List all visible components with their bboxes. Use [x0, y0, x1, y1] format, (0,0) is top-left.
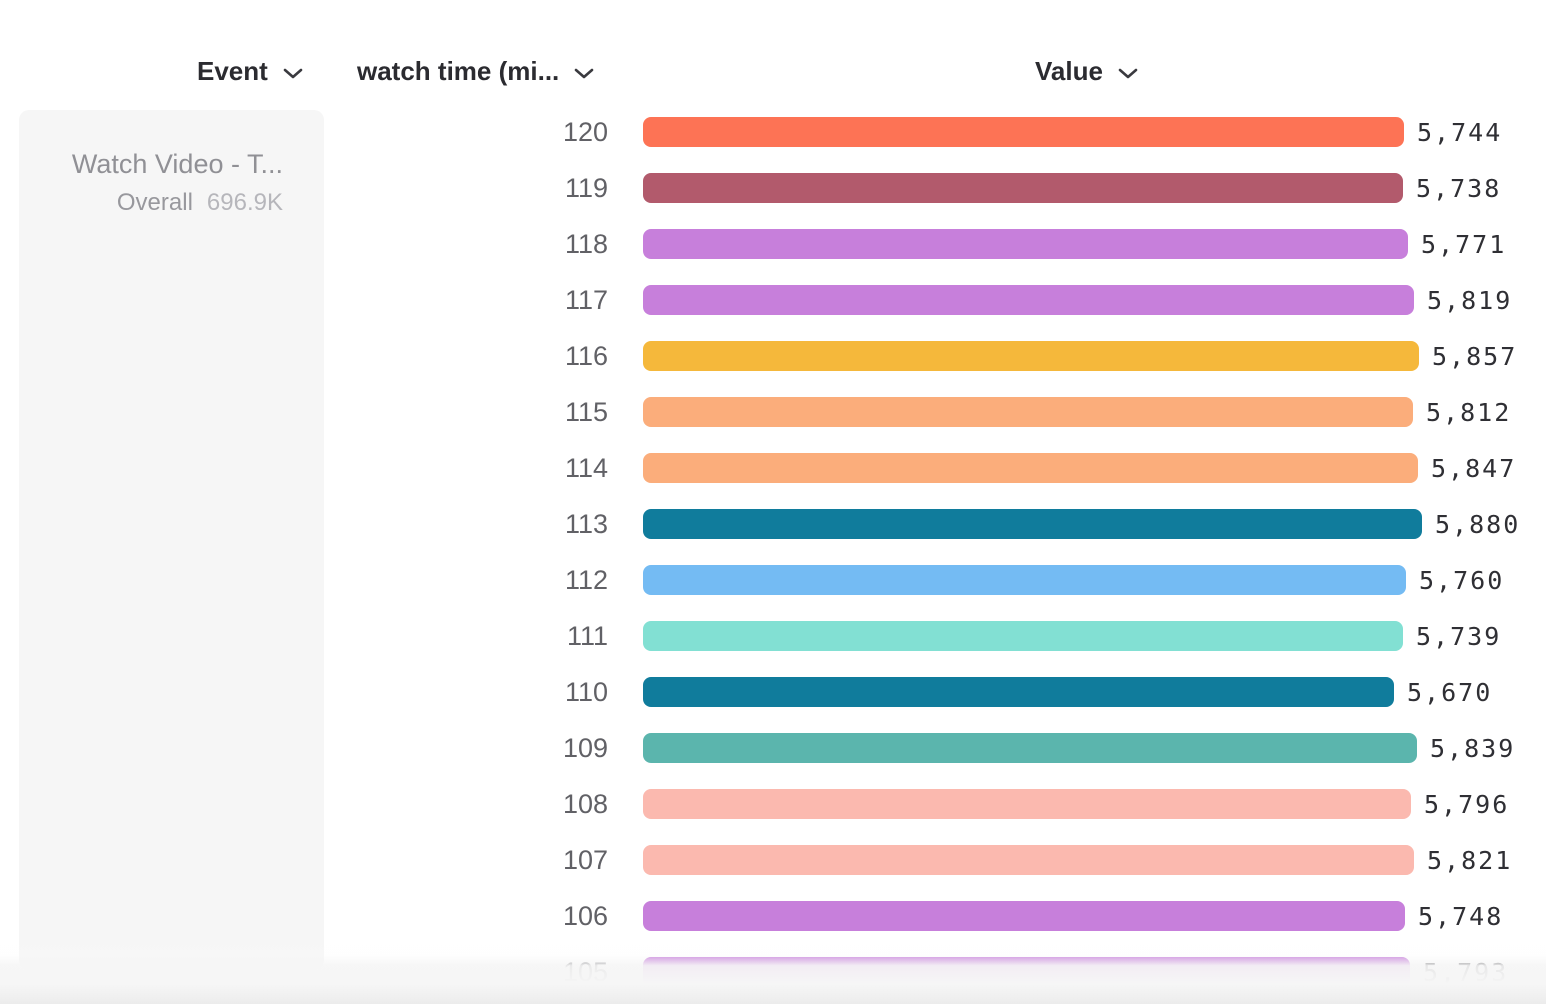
value-label: 5,821	[1427, 846, 1513, 875]
category-label: 118	[564, 229, 608, 259]
bar[interactable]	[643, 901, 1405, 931]
value-label: 5,739	[1416, 622, 1502, 651]
chevron-down-icon	[1118, 66, 1138, 79]
category-label: 114	[564, 453, 608, 483]
chart-row: 113 5,880	[0, 509, 1546, 539]
metric-label: Overall	[116, 189, 193, 216]
column-header-value[interactable]: Value	[1035, 56, 1138, 87]
category-label: 119	[564, 173, 608, 203]
chart-row: 109 5,839	[0, 733, 1546, 763]
chart-row: 110 5,670	[0, 677, 1546, 707]
column-header-value-label: Value	[1035, 56, 1103, 86]
event-title: Watch Video - T...	[71, 149, 283, 179]
event-card[interactable]: Watch Video - T... Overall 696.9K	[19, 110, 324, 970]
value-label: 5,670	[1407, 678, 1493, 707]
bar[interactable]	[643, 117, 1404, 147]
bar[interactable]	[643, 509, 1422, 539]
value-label: 5,847	[1431, 454, 1517, 483]
bar[interactable]	[643, 565, 1406, 595]
value-label: 5,738	[1416, 174, 1502, 203]
value-label: 5,880	[1435, 510, 1521, 539]
bar[interactable]	[643, 621, 1403, 651]
chart-row: 114 5,847	[0, 453, 1546, 483]
bar[interactable]	[643, 285, 1414, 315]
bar[interactable]	[643, 677, 1394, 707]
category-label: 110	[564, 677, 608, 707]
chevron-down-icon	[574, 66, 594, 79]
chart-row: 112 5,760	[0, 565, 1546, 595]
chart-row: 106 5,748	[0, 901, 1546, 931]
chart-row: 105 5,793	[0, 957, 1546, 987]
chart-row: 116 5,857	[0, 341, 1546, 371]
bar[interactable]	[643, 789, 1411, 819]
bar[interactable]	[643, 397, 1413, 427]
metric-value: 696.9K	[206, 189, 283, 216]
value-label: 5,744	[1417, 118, 1503, 147]
category-label: 106	[562, 901, 608, 931]
chart-row: 118 5,771	[0, 229, 1546, 259]
category-label: 108	[562, 789, 608, 819]
chart-row: 120 5,744	[0, 117, 1546, 147]
chevron-down-icon	[283, 66, 303, 79]
chart-row: 111 5,739	[0, 621, 1546, 651]
column-header-event-label: Event	[197, 56, 268, 86]
value-label: 5,839	[1430, 734, 1516, 763]
bar[interactable]	[643, 173, 1403, 203]
value-label: 5,771	[1421, 230, 1507, 259]
bar[interactable]	[643, 341, 1419, 371]
value-label: 5,796	[1424, 790, 1510, 819]
bar[interactable]	[643, 845, 1414, 875]
category-label: 107	[562, 845, 608, 875]
value-label: 5,812	[1426, 398, 1512, 427]
category-label: 120	[562, 117, 608, 147]
category-label: 115	[564, 397, 608, 427]
category-label: 111	[566, 621, 608, 651]
column-header-watch-time-label: watch time (mi...	[357, 56, 560, 86]
chart-row: 117 5,819	[0, 285, 1546, 315]
chart-row: 119 5,738	[0, 173, 1546, 203]
bar[interactable]	[643, 733, 1417, 763]
column-header-event[interactable]: Event	[197, 56, 303, 87]
category-label: 116	[564, 341, 608, 371]
value-label: 5,819	[1427, 286, 1513, 315]
value-label: 5,760	[1419, 566, 1505, 595]
value-label: 5,748	[1418, 902, 1504, 931]
category-label: 112	[564, 565, 608, 595]
value-label: 5,793	[1423, 958, 1509, 987]
chart-row: 108 5,796	[0, 789, 1546, 819]
chart-row: 107 5,821	[0, 845, 1546, 875]
category-label: 113	[564, 509, 608, 539]
bar[interactable]	[643, 229, 1408, 259]
chart-row: 115 5,812	[0, 397, 1546, 427]
bar[interactable]	[643, 957, 1410, 987]
category-label: 109	[562, 733, 608, 763]
category-label: 105	[562, 957, 608, 987]
event-metric: Overall 696.9K	[19, 187, 283, 219]
category-label: 117	[564, 285, 608, 315]
bar[interactable]	[643, 453, 1418, 483]
column-header-watch-time[interactable]: watch time (mi...	[357, 56, 594, 87]
value-label: 5,857	[1432, 342, 1518, 371]
